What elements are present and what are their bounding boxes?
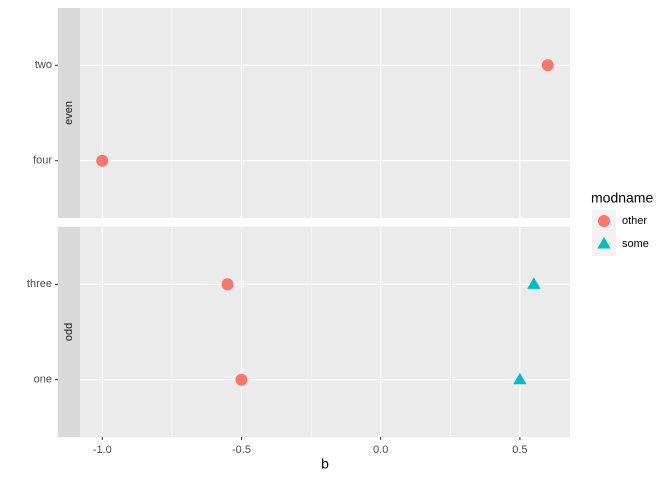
x-tick-label: 0.0 [373, 444, 388, 456]
legend-label: some [622, 238, 649, 250]
facet-strip [58, 8, 80, 218]
facet-label: odd [63, 323, 75, 341]
facet-strip [58, 227, 80, 437]
point [235, 373, 248, 386]
y-tick-label: two [35, 59, 52, 71]
point [541, 59, 554, 72]
y-tick-label: three [27, 278, 52, 290]
x-tick-label: 0.5 [512, 444, 527, 456]
point [513, 372, 527, 385]
point [598, 215, 610, 227]
point [527, 277, 541, 289]
y-tick-label: four [33, 155, 52, 167]
legend-title: modname [591, 190, 653, 206]
point [96, 154, 109, 167]
panel-background [80, 8, 570, 218]
legend-label: other [622, 215, 647, 227]
x-axis-title: b [321, 456, 329, 472]
x-tick-label: -1.0 [93, 444, 112, 456]
y-tick-label: one [34, 374, 52, 386]
facet-label: even [63, 101, 75, 125]
panel-background [80, 227, 570, 437]
point [597, 237, 611, 249]
point [221, 278, 234, 291]
x-tick-label: -0.5 [232, 444, 251, 456]
